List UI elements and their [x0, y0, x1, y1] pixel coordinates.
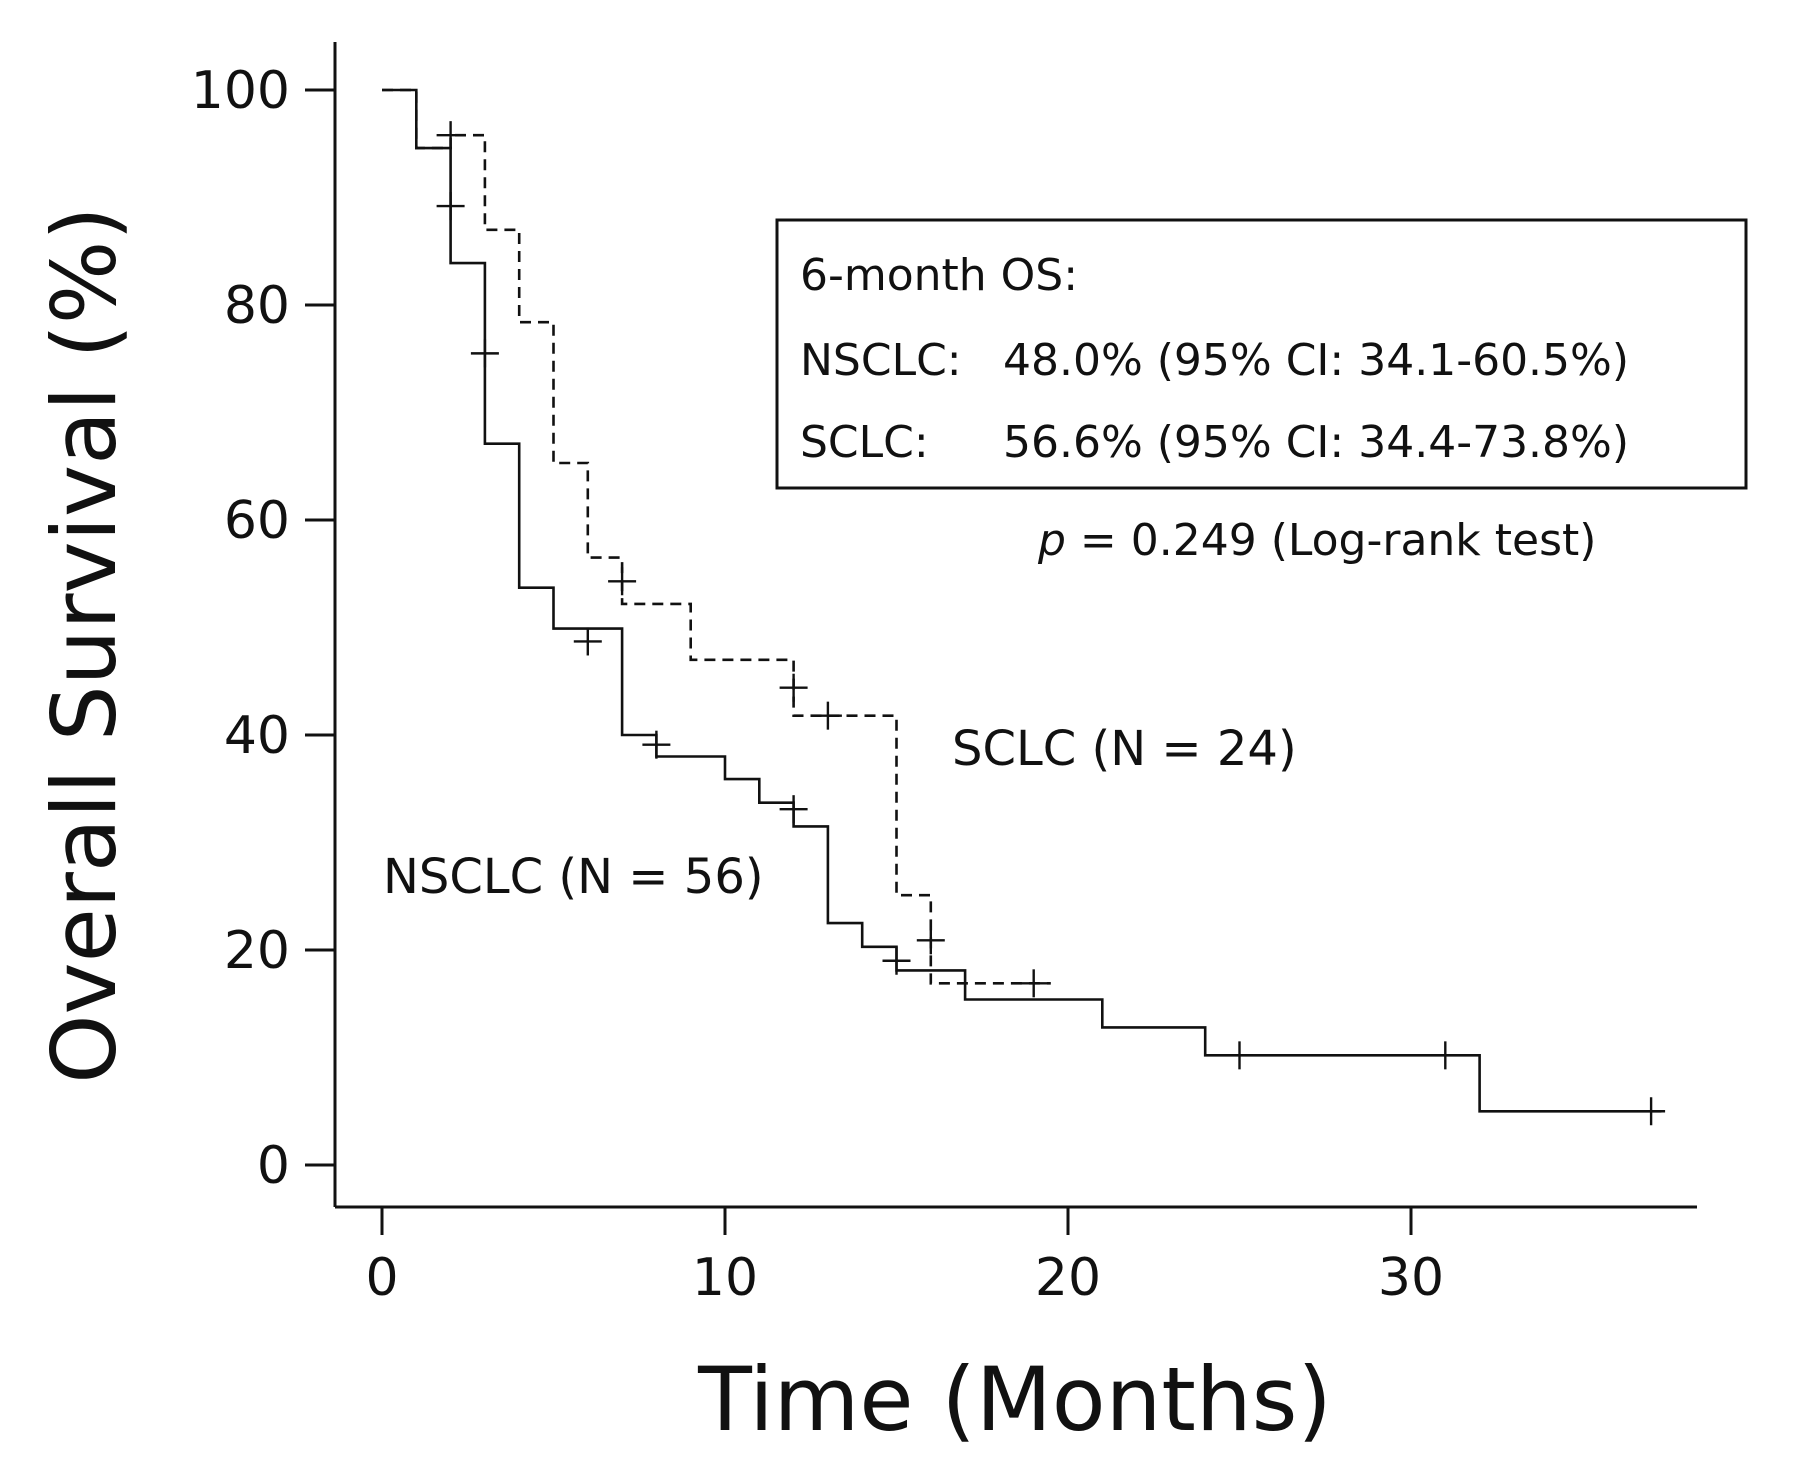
y-tick-label: 100	[191, 61, 290, 121]
legend-sclc-name: SCLC:	[800, 417, 929, 468]
nsclc-curve	[382, 88, 1662, 1113]
nsclc-censor-mark	[1431, 1041, 1460, 1070]
y-axis-title: Overall Survival (%)	[33, 206, 136, 1084]
p-value-annotation: p = 0.249 (Log-rank test)	[1037, 515, 1596, 566]
sclc-curve	[382, 88, 1051, 985]
nsclc-censor-mark	[470, 339, 499, 368]
survival-curves	[382, 88, 1662, 1113]
p-symbol: p	[1037, 515, 1066, 566]
sclc-censor-mark	[779, 673, 808, 702]
x-axis-ticks: 0 10 20 30	[365, 1207, 1444, 1308]
nsclc-censor-mark	[779, 795, 808, 824]
y-tick-label: 60	[224, 491, 290, 551]
sclc-censor-mark	[1019, 969, 1048, 998]
x-tick-label: 30	[1378, 1248, 1444, 1308]
x-axis-title: Time (Months)	[697, 1348, 1332, 1451]
nsclc-censor-mark	[882, 946, 911, 975]
legend-sclc-value: 56.6% (95% CI: 34.4-73.8%)	[1003, 417, 1629, 468]
y-tick-label: 20	[224, 921, 290, 981]
legend-box	[775, 218, 1748, 490]
nsclc-censor-mark	[1637, 1097, 1666, 1126]
censor-marks	[436, 121, 1666, 1126]
nsclc-series-label: NSCLC (N = 56)	[383, 849, 764, 905]
sclc-censor-mark	[916, 926, 945, 955]
sclc-censor-mark	[436, 121, 465, 150]
sclc-censor-mark	[608, 567, 637, 596]
y-tick-label: 80	[224, 276, 290, 336]
legend-title: 6-month OS:	[800, 250, 1078, 301]
y-axis-ticks: 0 20 40 60 80 100	[191, 61, 335, 1196]
sclc-censor-mark	[813, 701, 842, 730]
x-tick-label: 10	[692, 1248, 758, 1308]
y-tick-label: 40	[224, 706, 290, 766]
p-value-text: = 0.249 (Log-rank test)	[1066, 515, 1597, 566]
nsclc-censor-mark	[436, 192, 465, 221]
legend: 6-month OS: NSCLC: 48.0% (95% CI: 34.1-6…	[775, 218, 1748, 490]
nsclc-censor-mark	[1225, 1041, 1254, 1070]
x-tick-label: 0	[365, 1248, 398, 1308]
y-tick-label: 0	[257, 1136, 290, 1196]
legend-nsclc-value: 48.0% (95% CI: 34.1-60.5%)	[1003, 335, 1629, 386]
nsclc-censor-mark	[573, 627, 602, 656]
legend-nsclc-name: NSCLC:	[800, 335, 962, 386]
sclc-series-label: SCLC (N = 24)	[952, 721, 1297, 777]
x-tick-label: 20	[1035, 1248, 1101, 1308]
nsclc-censor-mark	[642, 730, 671, 759]
